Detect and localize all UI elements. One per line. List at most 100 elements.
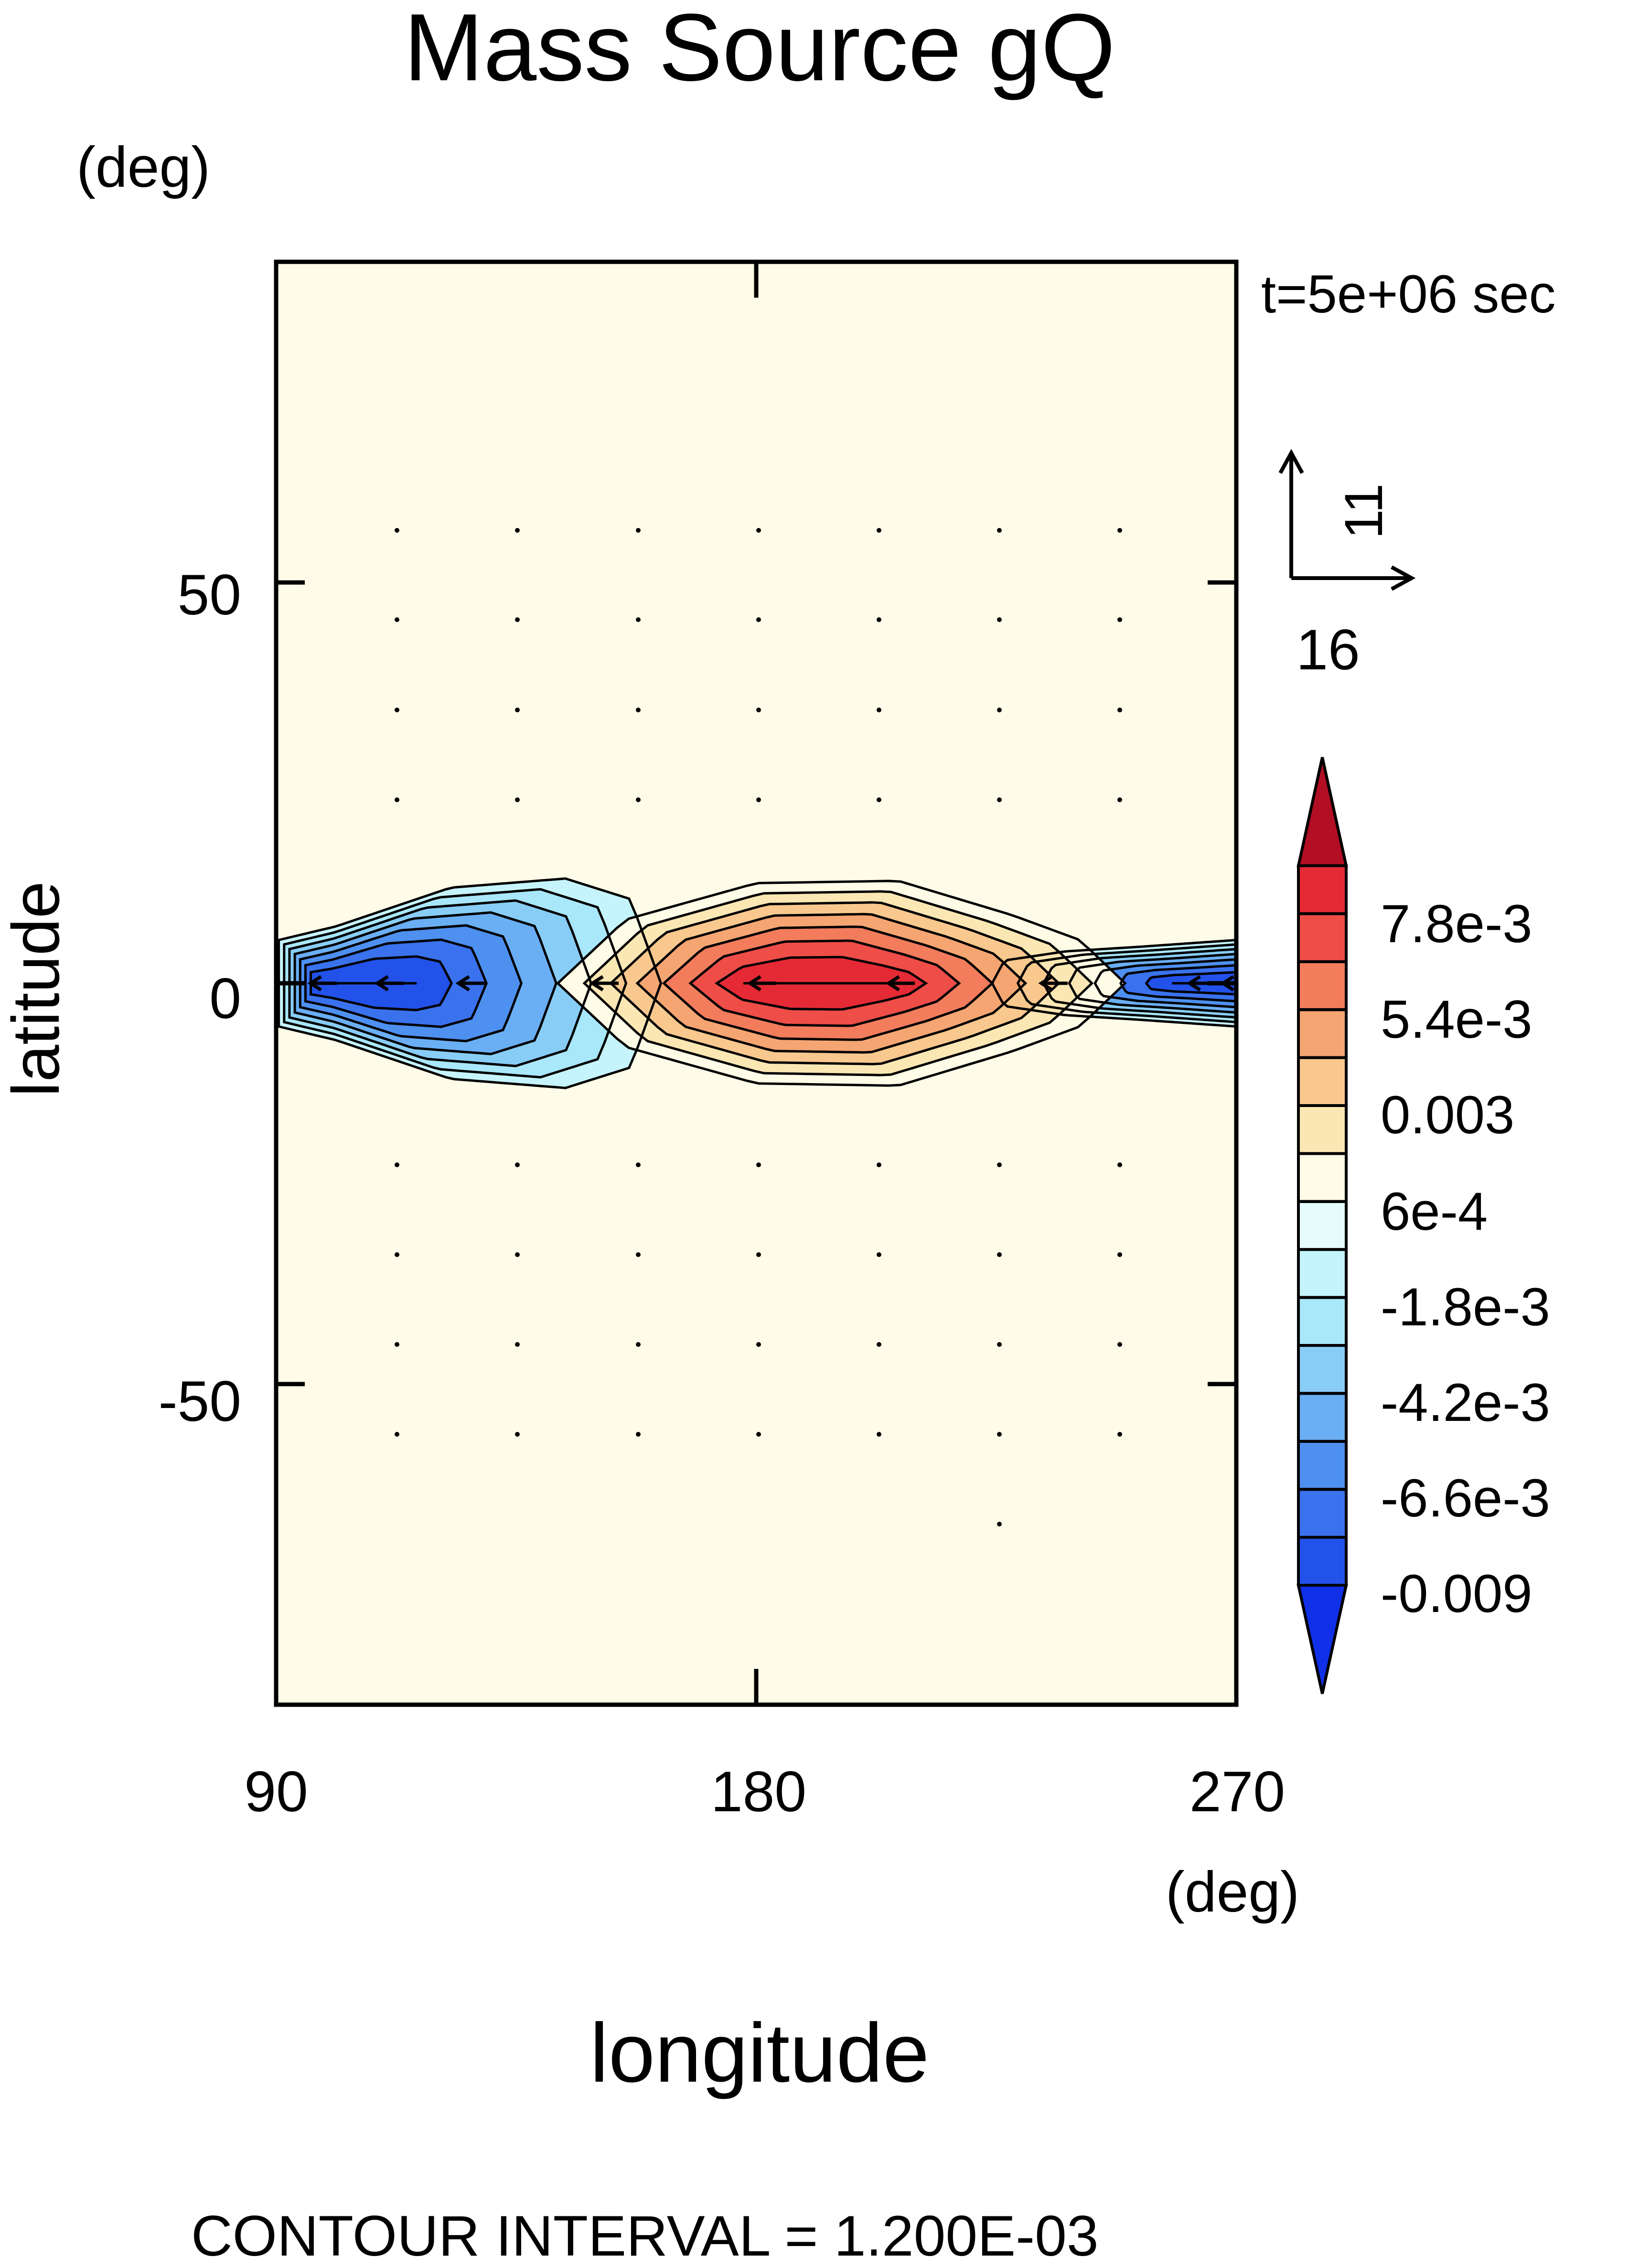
- wind-arrow: [307, 975, 337, 991]
- y-axis-unit: (deg): [76, 135, 211, 199]
- vector-dot: [877, 1342, 881, 1347]
- vector-dot: [877, 528, 881, 533]
- colorbar-band: [1297, 1344, 1348, 1395]
- colorbar-min-triangle: [1297, 1584, 1348, 1694]
- contour-line: [714, 956, 928, 1011]
- vector-dot: [1117, 617, 1122, 622]
- contour-line: [1068, 953, 1236, 1014]
- vector-dot: [756, 1162, 761, 1167]
- vector-dot: [515, 617, 520, 622]
- y-tick-label: -50: [158, 1369, 241, 1433]
- vector-dot: [756, 1252, 761, 1257]
- wind-arrow: [1038, 975, 1068, 991]
- x-axis-label: longitude: [589, 2007, 930, 2100]
- colorbar-tick-label: -0.009: [1381, 1564, 1533, 1623]
- vector-dot: [515, 1162, 520, 1167]
- vector-reference: [1278, 449, 1416, 591]
- vector-dot: [877, 617, 881, 622]
- wind-arrow: [455, 975, 485, 991]
- vector-dot: [997, 617, 1002, 622]
- wind-vectors: [307, 975, 1236, 991]
- vector-dot: [756, 797, 761, 802]
- vector-dot: [395, 1162, 399, 1167]
- vector-dot: [756, 528, 761, 533]
- vector-dot: [997, 1342, 1002, 1347]
- vector-dot: [1117, 708, 1122, 712]
- contour-line: [991, 938, 1236, 1028]
- colorbar-tick-label: 0.003: [1381, 1085, 1515, 1145]
- wind-arrow: [589, 975, 619, 991]
- vector-dot: [877, 708, 881, 712]
- x-tick-label: 90: [244, 1760, 308, 1824]
- x-axis-unit: (deg): [1165, 1860, 1300, 1924]
- vector-dot: [1117, 1432, 1122, 1437]
- vector-dot: [636, 797, 641, 802]
- colorbar-band: [1297, 1008, 1348, 1059]
- x-tick-label: 180: [710, 1760, 807, 1824]
- colorbar-band: [1297, 864, 1348, 915]
- colorbar-band: [1297, 1536, 1348, 1587]
- vector-dot: [515, 1252, 520, 1257]
- colorbar-band: [1297, 912, 1348, 963]
- contour-line: [299, 924, 523, 1043]
- contour-line: [293, 911, 558, 1055]
- vector-dot: [395, 797, 399, 802]
- colorbar-max-triangle: [1297, 757, 1348, 867]
- vector-dot: [877, 1162, 881, 1167]
- vector-dot: [636, 1342, 641, 1347]
- contour-interval-label: CONTOUR INTERVAL = 1.200E-03: [191, 2204, 1099, 2268]
- vector-dot: [395, 1432, 399, 1437]
- y-tick-label: 0: [209, 967, 241, 1031]
- vector-dot: [515, 528, 520, 533]
- axis-ticks: [276, 262, 1236, 1705]
- contour-line: [1093, 958, 1236, 1009]
- contour-line: [1042, 947, 1236, 1019]
- vector-dot: [395, 1342, 399, 1347]
- vector-dot: [1117, 528, 1122, 533]
- colorbar-band: [1297, 1248, 1348, 1299]
- vector-dot: [395, 708, 399, 712]
- colorbar-band: [1297, 1200, 1348, 1251]
- chart-title: Mass Source gQ: [404, 0, 1115, 101]
- vector-dot: [515, 708, 520, 712]
- contour-line: [310, 955, 453, 1011]
- vector-dot: [395, 1252, 399, 1257]
- colorbar-band: [1297, 1488, 1348, 1539]
- vector-dot: [997, 1522, 1002, 1526]
- colorbar-tick-label: 5.4e-3: [1381, 989, 1533, 1049]
- vector-dot: [1117, 1342, 1122, 1347]
- vector-dot: [515, 1432, 520, 1437]
- vector-dot: [877, 1432, 881, 1437]
- vector-dot: [1117, 797, 1122, 802]
- time-label: t=5e+06 sec: [1261, 264, 1556, 324]
- colorbar-tick-label: 6e-4: [1381, 1182, 1488, 1241]
- vector-dot: [1117, 1162, 1122, 1167]
- colorbar-band: [1297, 960, 1348, 1011]
- wind-arrow: [747, 975, 776, 991]
- vector-reference-x-label: 16: [1296, 618, 1360, 682]
- colorbar-tick-label: 7.8e-3: [1381, 894, 1533, 954]
- colorbar-band: [1297, 1104, 1348, 1155]
- vector-dot: [756, 708, 761, 712]
- vector-reference-up-arrow: [1278, 449, 1304, 578]
- vector-dot: [756, 617, 761, 622]
- colorbar-band: [1297, 1296, 1348, 1347]
- vector-dot: [515, 797, 520, 802]
- colorbar-band: [1297, 1440, 1348, 1491]
- colorbar-tick-label: -4.2e-3: [1381, 1373, 1550, 1432]
- colorbar-band: [1297, 1392, 1348, 1443]
- vector-dot: [997, 528, 1002, 533]
- y-tick-label: 50: [177, 563, 241, 627]
- vector-grid-dots: [395, 528, 1122, 1526]
- vector-dot: [636, 528, 641, 533]
- vector-dot: [636, 1252, 641, 1257]
- x-tick-label: 270: [1189, 1760, 1286, 1824]
- vector-reference-y-label: 11: [1334, 483, 1393, 539]
- contour-line: [1145, 971, 1236, 996]
- contour-line: [278, 877, 663, 1089]
- plot-area: [274, 259, 1239, 1707]
- contour-line: [556, 880, 1127, 1087]
- vector-dot: [997, 1162, 1002, 1167]
- vector-dot: [515, 1342, 520, 1347]
- wind-arrow: [885, 975, 915, 991]
